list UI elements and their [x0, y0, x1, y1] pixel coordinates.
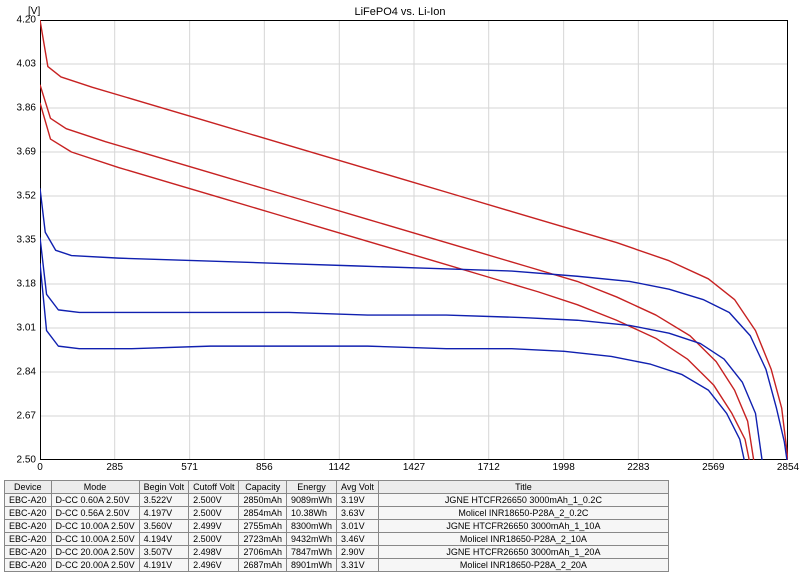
table-cell: 4.191V: [139, 559, 189, 572]
table-cell: JGNE HTCFR26650 3000mAh_1_10A: [378, 520, 668, 533]
table-cell: 3.507V: [139, 546, 189, 559]
table-cell: 9432mWh: [287, 533, 337, 546]
x-tick-label: 2569: [702, 462, 724, 473]
table-cell: 2.496V: [189, 559, 239, 572]
table-cell: 2850mAh: [239, 494, 287, 507]
table-cell: 3.01V: [337, 520, 379, 533]
table-col-header: Device: [5, 481, 52, 494]
table-cell: Molicel INR18650-P28A_2_10A: [378, 533, 668, 546]
table-row: EBC-A20D-CC 20.00A 2.50V3.507V2.498V2706…: [5, 546, 669, 559]
table-cell: 2687mAh: [239, 559, 287, 572]
table-cell: 3.19V: [337, 494, 379, 507]
table-header-row: DeviceModeBegin VoltCutoff VoltCapacityE…: [5, 481, 669, 494]
table-cell: EBC-A20: [5, 494, 52, 507]
table-col-header: Begin Volt: [139, 481, 189, 494]
y-tick-label: 3.01: [0, 323, 36, 334]
y-tick-label: 4.03: [0, 59, 36, 70]
table-col-header: Cutoff Volt: [189, 481, 239, 494]
table-cell: 7847mWh: [287, 546, 337, 559]
table-cell: 2.499V: [189, 520, 239, 533]
chart-svg: [40, 20, 788, 460]
x-tick-label: 1998: [553, 462, 575, 473]
table-cell: D-CC 0.60A 2.50V: [51, 494, 139, 507]
x-tick-label: 285: [106, 462, 123, 473]
table-cell: 2.90V: [337, 546, 379, 559]
table-cell: EBC-A20: [5, 507, 52, 520]
table-col-header: Energy: [287, 481, 337, 494]
table-cell: JGNE HTCFR26650 3000mAh_1_0.2C: [378, 494, 668, 507]
table-cell: 4.194V: [139, 533, 189, 546]
table-cell: 3.522V: [139, 494, 189, 507]
table-cell: 4.197V: [139, 507, 189, 520]
table-cell: D-CC 0.56A 2.50V: [51, 507, 139, 520]
table-row: EBC-A20D-CC 10.00A 2.50V4.194V2.500V2723…: [5, 533, 669, 546]
table-cell: 2.498V: [189, 546, 239, 559]
table-cell: 8901mWh: [287, 559, 337, 572]
y-tick-label: 2.50: [0, 455, 36, 466]
table-cell: 2.500V: [189, 507, 239, 520]
table-cell: D-CC 10.00A 2.50V: [51, 533, 139, 546]
table-cell: 2706mAh: [239, 546, 287, 559]
table-cell: 8300mWh: [287, 520, 337, 533]
y-tick-label: 3.69: [0, 147, 36, 158]
y-tick-label: 2.67: [0, 411, 36, 422]
chart-title: LiFePO4 vs. Li-Ion: [0, 6, 800, 18]
x-tick-label: 1427: [403, 462, 425, 473]
x-tick-label: 1712: [478, 462, 500, 473]
table-row: EBC-A20D-CC 20.00A 2.50V4.191V2.496V2687…: [5, 559, 669, 572]
y-tick-label: 3.18: [0, 279, 36, 290]
y-tick-label: 4.20: [0, 15, 36, 26]
table-cell: D-CC 10.00A 2.50V: [51, 520, 139, 533]
table-cell: 2.500V: [189, 494, 239, 507]
table-cell: 10.38Wh: [287, 507, 337, 520]
data-table: DeviceModeBegin VoltCutoff VoltCapacityE…: [4, 480, 669, 572]
table-col-header: Mode: [51, 481, 139, 494]
y-tick-label: 2.84: [0, 367, 36, 378]
table-cell: 3.63V: [337, 507, 379, 520]
table-cell: 9089mWh: [287, 494, 337, 507]
table-body: EBC-A20D-CC 0.60A 2.50V3.522V2.500V2850m…: [5, 494, 669, 572]
table-row: EBC-A20D-CC 0.56A 2.50V4.197V2.500V2854m…: [5, 507, 669, 520]
table-cell: 3.46V: [337, 533, 379, 546]
table-cell: D-CC 20.00A 2.50V: [51, 559, 139, 572]
table-cell: D-CC 20.00A 2.50V: [51, 546, 139, 559]
table-col-header: Title: [378, 481, 668, 494]
x-tick-label: 2283: [627, 462, 649, 473]
table-cell: 2755mAh: [239, 520, 287, 533]
y-tick-label: 3.86: [0, 103, 36, 114]
table-cell: Molicel INR18650-P28A_2_20A: [378, 559, 668, 572]
x-tick-label: 1142: [329, 462, 351, 473]
plot-area: [40, 20, 788, 460]
x-tick-label: 856: [256, 462, 273, 473]
y-tick-label: 3.35: [0, 235, 36, 246]
table-cell: JGNE HTCFR26650 3000mAh_1_20A: [378, 546, 668, 559]
chart-container: [V] LiFePO4 vs. Li-Ion ZKETECH 2.502.672…: [0, 0, 800, 577]
table-cell: 3.31V: [337, 559, 379, 572]
table-row: EBC-A20D-CC 0.60A 2.50V3.522V2.500V2850m…: [5, 494, 669, 507]
table-col-header: Capacity: [239, 481, 287, 494]
table-row: EBC-A20D-CC 10.00A 2.50V3.560V2.499V2755…: [5, 520, 669, 533]
table-cell: EBC-A20: [5, 520, 52, 533]
y-tick-label: 3.52: [0, 191, 36, 202]
table-cell: 2854mAh: [239, 507, 287, 520]
table-cell: 2723mAh: [239, 533, 287, 546]
table-cell: EBC-A20: [5, 559, 52, 572]
x-tick-label: 571: [181, 462, 198, 473]
table-cell: 3.560V: [139, 520, 189, 533]
x-tick-label: 0: [37, 462, 43, 473]
table-cell: 2.500V: [189, 533, 239, 546]
table-cell: EBC-A20: [5, 546, 52, 559]
table-cell: Molicel INR18650-P28A_2_0.2C: [378, 507, 668, 520]
x-tick-label: 2854: [777, 462, 799, 473]
table-cell: EBC-A20: [5, 533, 52, 546]
table-col-header: Avg Volt: [337, 481, 379, 494]
